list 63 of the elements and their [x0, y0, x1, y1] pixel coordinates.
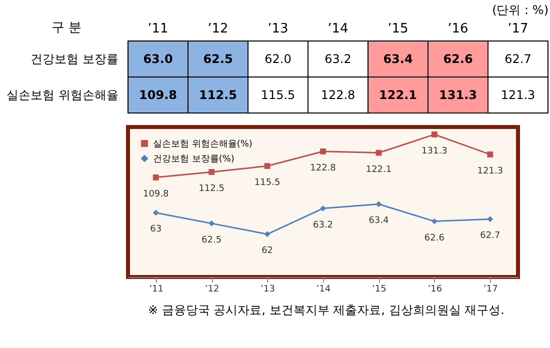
- data-label: 62.6: [443, 52, 473, 66]
- point: [431, 131, 438, 138]
- data-label: 63.0: [143, 52, 173, 66]
- point: [264, 231, 270, 238]
- point: [208, 169, 215, 175]
- text: ※ 금융당국 공시자료, 보건복지부 제출자료, 김상희의원실 재구성.: [148, 303, 504, 317]
- data-label: 62.5: [203, 52, 233, 66]
- x-tick-label: ’14: [328, 22, 348, 36]
- data-label: 63: [150, 224, 162, 235]
- data-label: 122.1: [379, 88, 417, 102]
- data-label: 63.4: [368, 216, 390, 226]
- data-label: 121.3: [500, 88, 536, 102]
- point: [431, 218, 438, 224]
- data-label: 112.5: [199, 88, 237, 102]
- data-label: 122.1: [366, 164, 392, 175]
- y-tick-label: 건강보험 보장률: [30, 52, 118, 66]
- point: [320, 148, 326, 154]
- data-label: 62.6: [424, 233, 445, 244]
- x-tick-label: ’15: [372, 284, 386, 294]
- y-axis-title: 구 분: [51, 20, 82, 36]
- x-tick-label: ’13: [260, 284, 275, 294]
- y-tick-label: 실손보험 위험손해율: [6, 88, 118, 102]
- x-tick-label: ’12: [204, 284, 220, 294]
- point: [487, 216, 494, 222]
- legend-label: 건강보험 보장률(%): [153, 154, 234, 164]
- x-tick-label: ’15: [388, 22, 408, 36]
- data-label: 115.5: [254, 178, 280, 188]
- point: [376, 201, 382, 208]
- point: [152, 210, 159, 216]
- data-label: 63.2: [312, 220, 334, 230]
- x-tick-label: ’14: [316, 284, 331, 294]
- data-label: 131.3: [439, 88, 477, 102]
- point: [487, 151, 494, 158]
- data-label: 62.7: [480, 231, 500, 242]
- chart-subtitle: (단위 : %): [492, 3, 548, 17]
- x-tick-label: ’17: [483, 284, 498, 294]
- x-tick-label: ’17: [508, 22, 528, 36]
- data-label: 109.8: [139, 88, 177, 102]
- legend-label: 실손보험 위험손해율(%): [153, 140, 252, 150]
- x-tick-label: ’12: [208, 22, 228, 36]
- x-tick-label: ’16: [448, 22, 468, 36]
- data-label: 62: [262, 246, 274, 256]
- data-label: 62.0: [264, 52, 292, 66]
- data-label: 112.5: [198, 184, 224, 194]
- point: [264, 163, 270, 169]
- data-label: 62.5: [202, 235, 222, 246]
- x-tick-label: ’11: [148, 22, 168, 36]
- data-label: 115.5: [260, 88, 296, 102]
- point: [208, 220, 215, 226]
- data-label: 63.4: [383, 52, 413, 66]
- point: [152, 174, 159, 180]
- data-label: 122.8: [310, 163, 336, 174]
- data-label: 63.2: [324, 52, 352, 66]
- data-label: 109.8: [142, 189, 170, 200]
- point: [376, 150, 382, 156]
- x-tick-label: ’16: [428, 284, 442, 294]
- data-label: 62.7: [504, 52, 532, 66]
- data-label: 121.3: [477, 166, 504, 176]
- x-tick-label: ’13: [268, 22, 288, 36]
- point: [320, 205, 326, 212]
- data-label: 122.8: [320, 88, 356, 102]
- data-label: 131.3: [422, 146, 448, 156]
- x-tick-label: ’11: [149, 284, 164, 294]
